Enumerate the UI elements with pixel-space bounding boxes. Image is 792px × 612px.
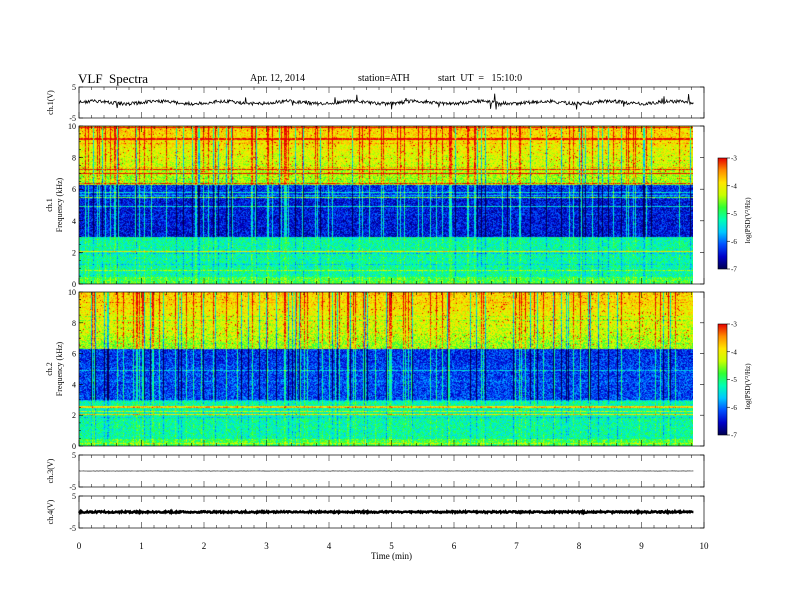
ch2-spectrogram-colorbar <box>717 323 728 436</box>
station-label: station=ATH <box>358 73 410 84</box>
y-axis-label: ch.1(V) <box>46 90 55 115</box>
y-tick-label: 4 <box>72 380 76 389</box>
colorbar-tick-label: -5 <box>731 210 737 218</box>
x-tick-label: 10 <box>700 541 710 551</box>
y-tick-label: 5 <box>72 83 76 92</box>
x-tick-label: 1 <box>139 541 144 551</box>
x-tick-label: 5 <box>389 541 394 551</box>
x-tick-label: 3 <box>264 541 269 551</box>
y-axis-label: ch.4(V) <box>46 499 55 524</box>
ch1-spectrogram-colorbar <box>717 157 728 270</box>
y-tick-label: 10 <box>68 288 76 297</box>
y-tick-label: 10 <box>68 122 76 131</box>
colorbar-tick-label: -5 <box>731 376 737 384</box>
x-tick-label: 4 <box>327 541 332 551</box>
colorbar-tick-label: -6 <box>731 238 737 246</box>
y-tick-label: 5 <box>72 451 76 460</box>
x-tick-label: 7 <box>514 541 519 551</box>
colorbar-tick-label: -7 <box>731 266 737 274</box>
figure-title: VLF Spectra <box>78 71 149 86</box>
colorbar-tick-label: -4 <box>731 182 737 190</box>
y-axis-label-channel: ch.1 <box>45 198 54 212</box>
colorbar-tick-label: -4 <box>731 348 737 356</box>
y-tick-label: 0 <box>72 442 76 451</box>
x-axis-label: Time (min) <box>371 551 412 561</box>
x-tick-label: 2 <box>202 541 207 551</box>
y-tick-label: 2 <box>72 411 76 420</box>
y-tick-label: -5 <box>69 524 76 533</box>
y-axis-label: ch.3(V) <box>46 458 55 483</box>
y-tick-label: 0 <box>72 280 76 289</box>
colorbar-tick-label: -7 <box>731 432 737 440</box>
ch1-waveform-line <box>78 93 694 110</box>
colorbar-label: log(PSD(V²/Hz) <box>744 363 752 410</box>
colorbar-label: log(PSD(V²/Hz) <box>744 197 752 244</box>
y-axis-label-channel: ch.2 <box>45 362 54 376</box>
y-tick-label: 5 <box>72 492 76 501</box>
y-axis-label: Frequency (kHz) <box>55 177 64 232</box>
x-tick-label: 6 <box>452 541 457 551</box>
y-tick-label: 2 <box>72 248 76 257</box>
colorbar-tick-label: -3 <box>731 321 737 329</box>
x-tick-label: 8 <box>577 541 582 551</box>
y-tick-label: 6 <box>72 350 76 359</box>
y-axis-label: Frequency (kHz) <box>55 341 64 396</box>
y-tick-label: 6 <box>72 185 76 194</box>
ch2-spectrogram-image <box>79 292 693 446</box>
y-tick-label: 8 <box>72 154 76 163</box>
ch1-spectrogram-image <box>79 126 693 284</box>
x-tick-label: 0 <box>77 541 82 551</box>
date-label: Apr. 12, 2014 <box>250 73 305 84</box>
y-tick-label: 8 <box>72 319 76 328</box>
ch4-waveform-line <box>77 508 694 516</box>
x-tick-label: 9 <box>639 541 644 551</box>
start-time-label: start UT = 15:10:0 <box>438 73 523 84</box>
y-tick-label: 4 <box>72 217 76 226</box>
colorbar-tick-label: -3 <box>731 155 737 163</box>
y-tick-label: -5 <box>69 114 76 123</box>
y-tick-label: -5 <box>69 483 76 492</box>
colorbar-tick-label: -6 <box>731 404 737 412</box>
